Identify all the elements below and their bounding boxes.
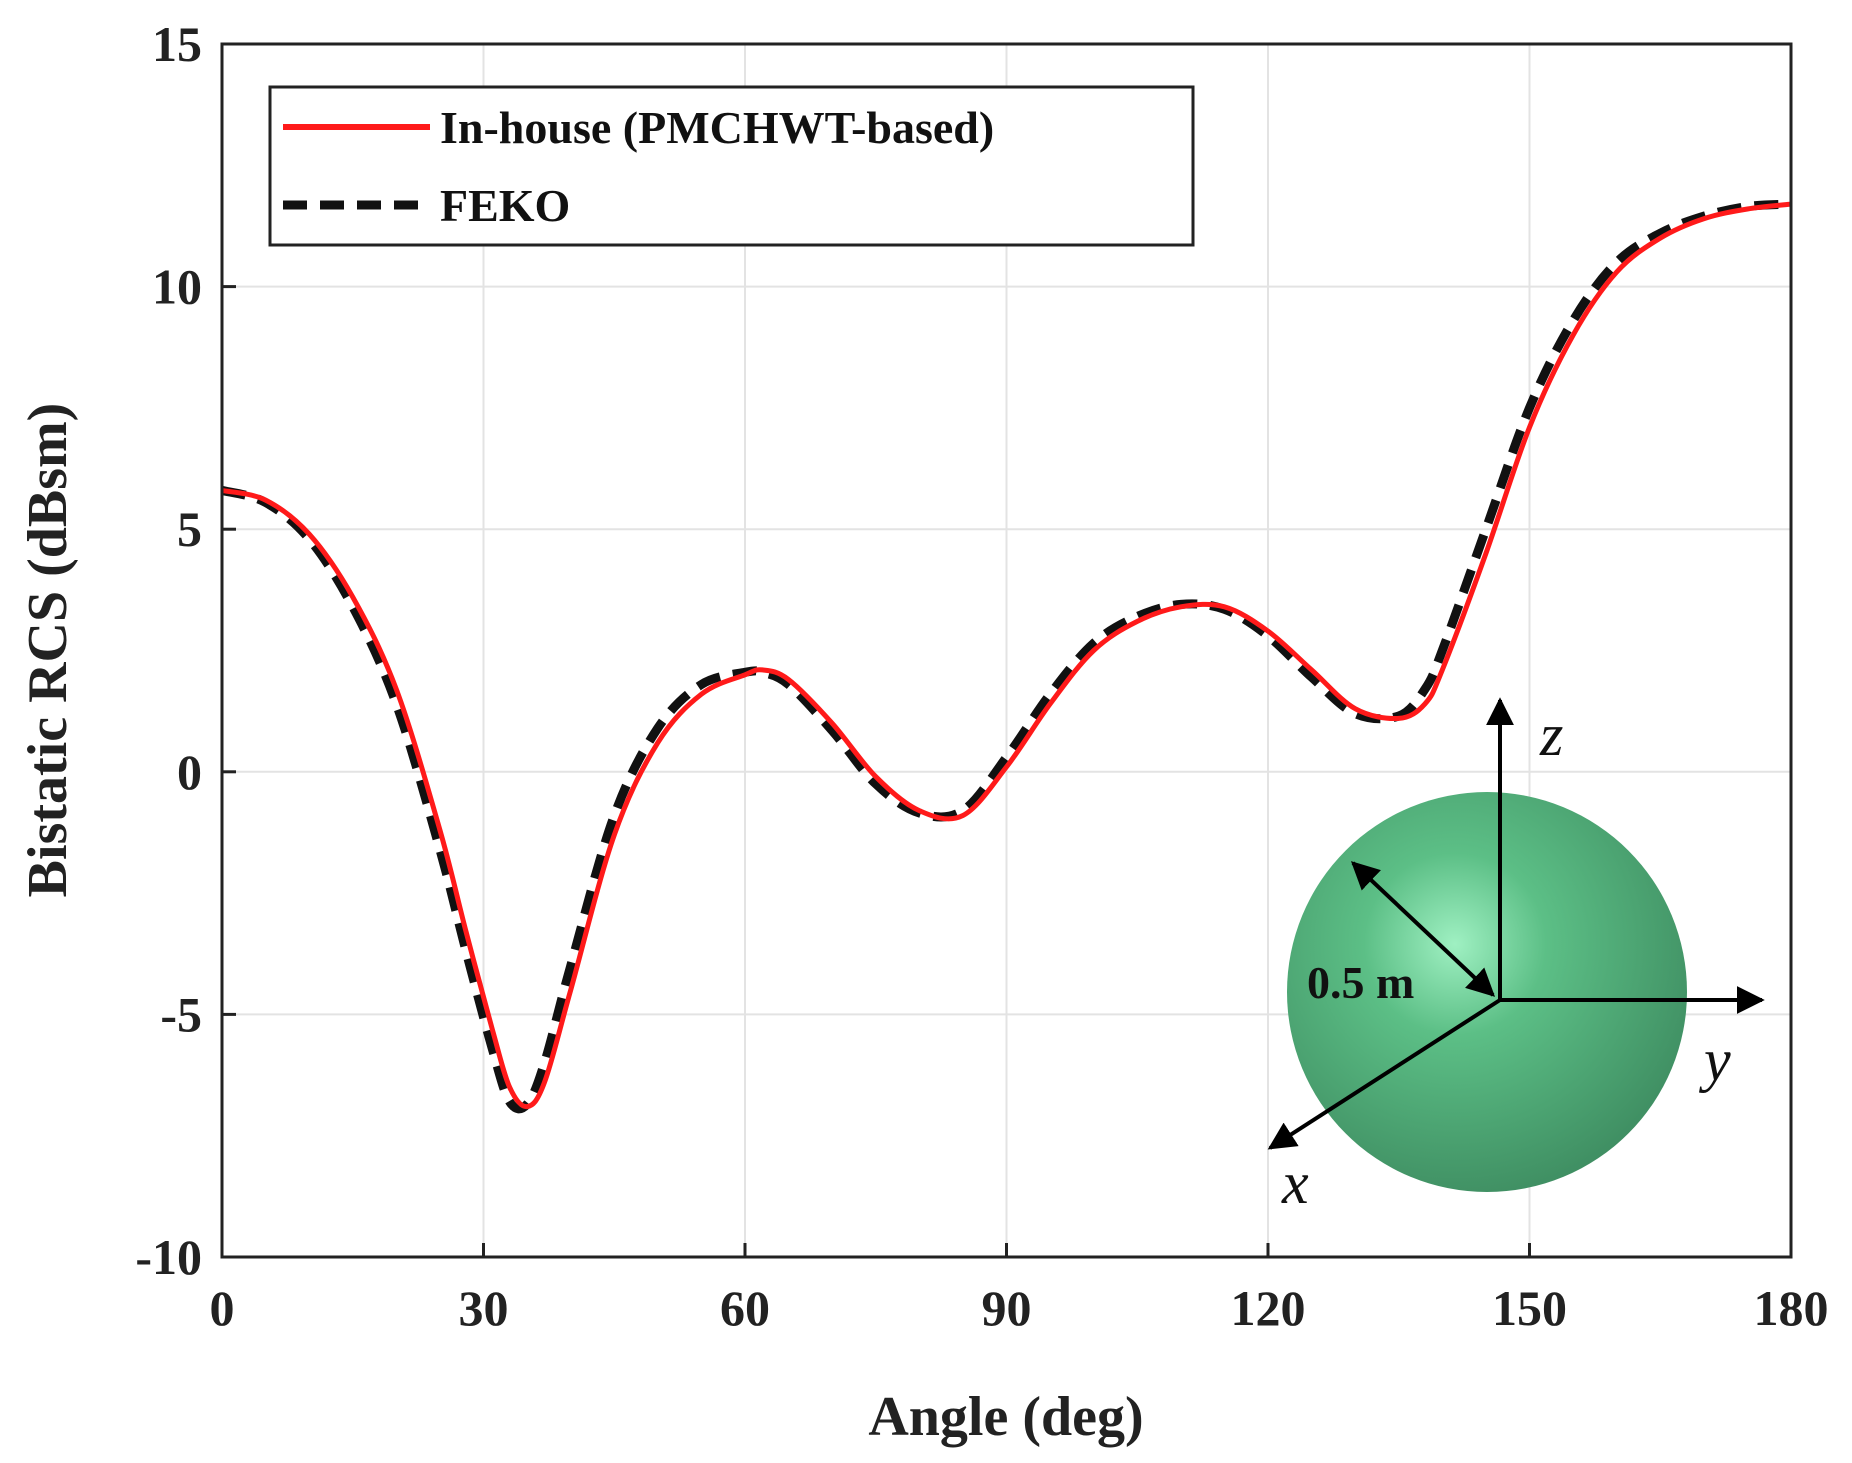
tick-label-x-180: 180	[1754, 1280, 1829, 1336]
x-axis-title: Angle (deg)	[868, 1386, 1143, 1448]
tick-label-x-30: 30	[459, 1280, 509, 1336]
legend-label-in-house: In-house (PMCHWT-based)	[440, 102, 994, 153]
legend: In-house (PMCHWT-based) FEKO	[268, 85, 1195, 247]
tick-label-y--5: -5	[160, 986, 202, 1042]
series-lines	[220, 199, 1792, 1114]
legend-label-feko: FEKO	[440, 180, 570, 231]
tick-label-x-90: 90	[982, 1280, 1032, 1336]
y-axis-label: y	[1698, 1027, 1731, 1093]
legend-box	[268, 85, 1195, 247]
x-axis-arrow	[1267, 998, 1502, 1150]
tick-label-y-5: 5	[177, 501, 202, 557]
radius-label: 0.5 m	[1307, 957, 1414, 1008]
tick-label-x-150: 150	[1492, 1280, 1567, 1336]
tick-label-x-0: 0	[210, 1280, 235, 1336]
radius-arrow	[1350, 861, 1496, 997]
tick-label-y--10: -10	[135, 1229, 202, 1285]
tick-label-y-0: 0	[177, 744, 202, 800]
tick-label-y-15: 15	[152, 16, 202, 72]
z-axis-label: z	[1539, 702, 1563, 768]
x-axis-label: x	[1281, 1150, 1309, 1216]
tick-label-x-120: 120	[1231, 1280, 1306, 1336]
series-line-in-house	[221, 201, 1792, 1110]
tick-label-x-60: 60	[720, 1280, 770, 1336]
y-axis-title: Bistatic RCS (dBsm)	[17, 403, 79, 898]
ticks: 0 30 60 90 120 150 180 -10 -5 0 5 10 15	[135, 16, 1828, 1336]
sphere-inset: z y x 0.5 m	[1267, 697, 1765, 1216]
tick-label-y-10: 10	[152, 259, 202, 315]
